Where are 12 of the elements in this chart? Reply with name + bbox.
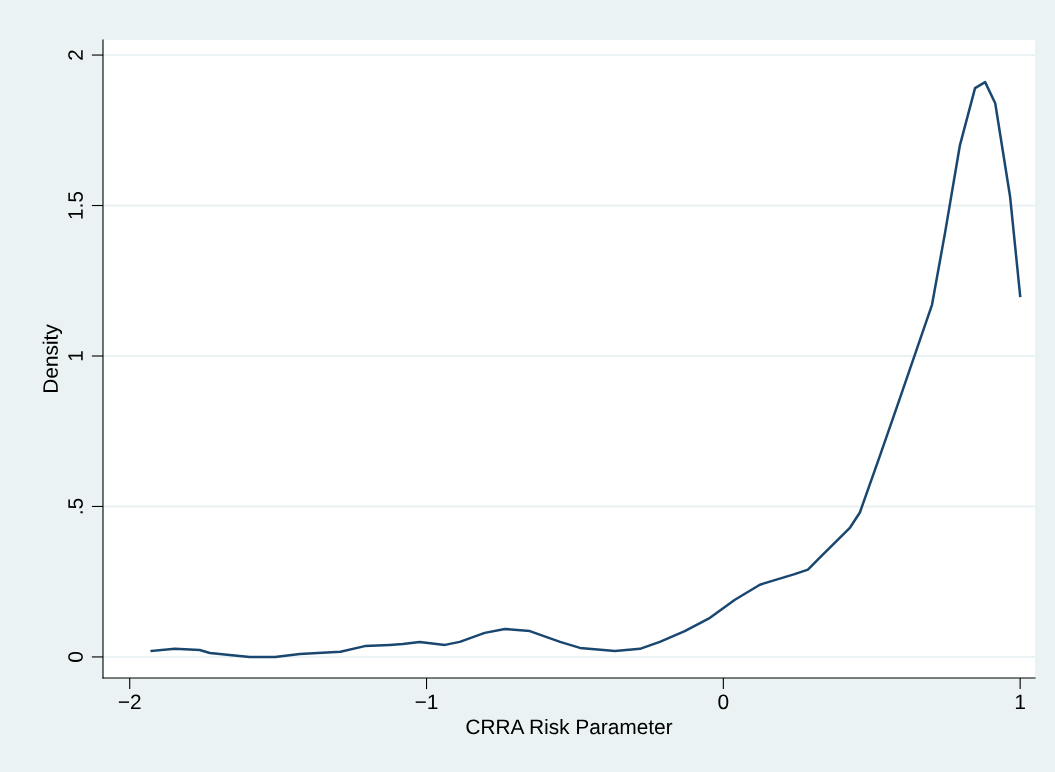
x-tick-label: −2	[118, 694, 141, 710]
x-tick-label: 1	[1015, 694, 1025, 710]
y-axis-title: Density	[42, 324, 63, 393]
y-tick-label: 2	[68, 50, 83, 60]
y-tick-label: 1	[68, 351, 83, 361]
x-tick-label: 0	[718, 694, 729, 710]
line-series	[150, 80, 1022, 659]
x-axis-title: CRRA Risk Parameter	[466, 718, 673, 735]
y-tick-label: 1.5	[68, 191, 83, 219]
x-tick-label: −1	[415, 694, 438, 710]
y-tick-label: .5	[68, 498, 83, 514]
y-tick-label: 0	[68, 651, 83, 662]
